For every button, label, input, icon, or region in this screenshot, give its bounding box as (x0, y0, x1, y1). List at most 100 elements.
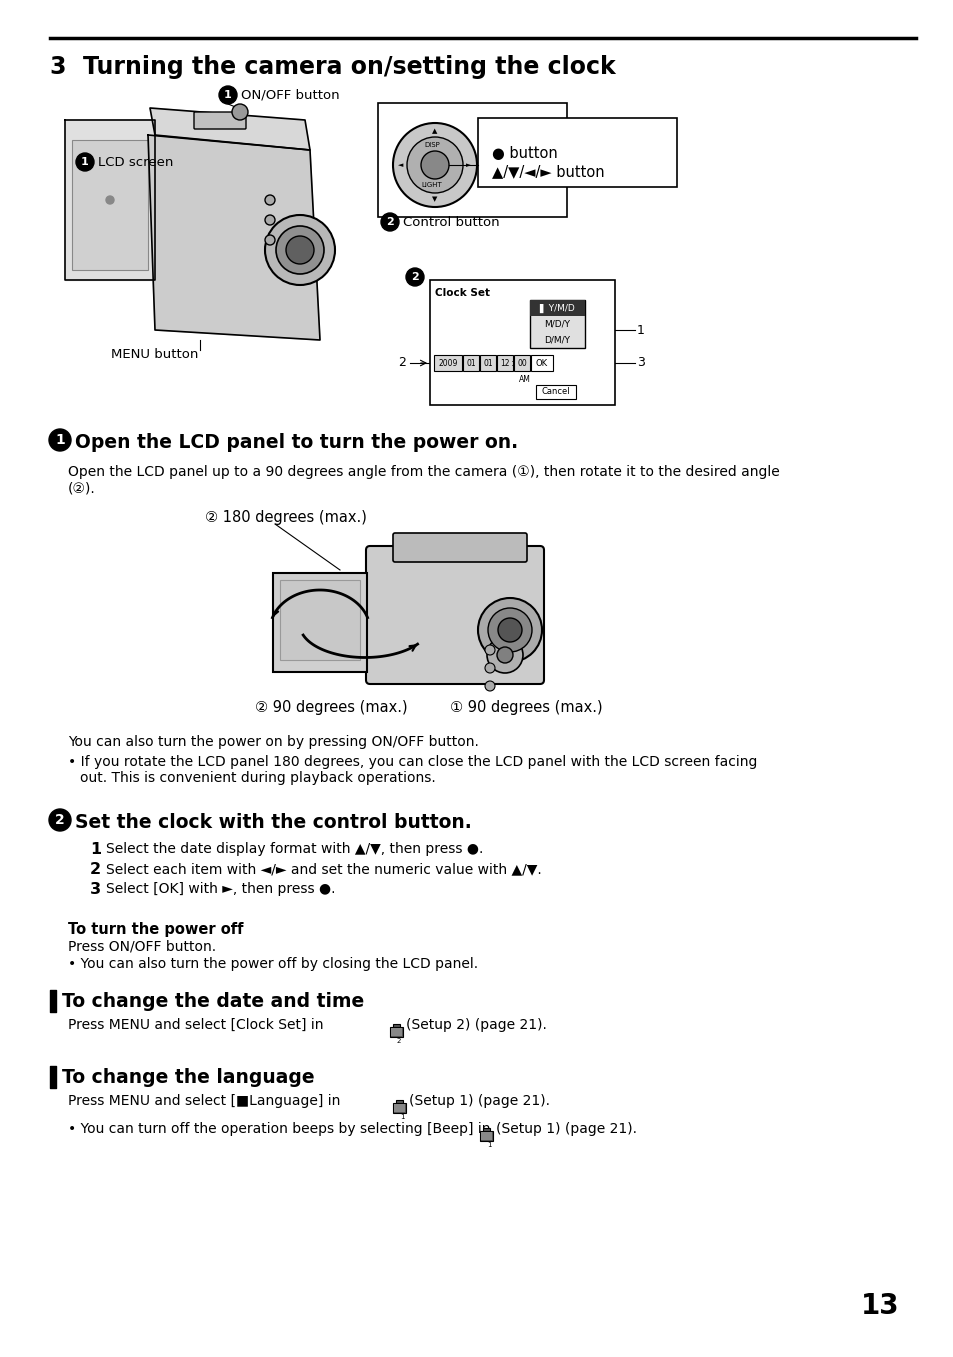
FancyBboxPatch shape (536, 385, 576, 399)
Text: 2: 2 (386, 217, 394, 227)
FancyBboxPatch shape (394, 1105, 405, 1111)
Circle shape (380, 213, 398, 231)
Text: Select each item with ◄/► and set the numeric value with ▲/▼.: Select each item with ◄/► and set the nu… (106, 862, 541, 877)
Text: (Setup 1) (page 21).: (Setup 1) (page 21). (496, 1122, 637, 1136)
Circle shape (265, 214, 335, 285)
Circle shape (488, 608, 532, 651)
Circle shape (265, 195, 274, 205)
Circle shape (265, 214, 274, 225)
Circle shape (484, 681, 495, 691)
Text: 2: 2 (55, 813, 65, 826)
Text: Press MENU and select [■Language] in: Press MENU and select [■Language] in (68, 1094, 340, 1109)
Text: OK: OK (536, 358, 547, 368)
FancyBboxPatch shape (71, 140, 148, 270)
Text: ▲: ▲ (432, 128, 437, 134)
Text: Open the LCD panel up to a 90 degrees angle from the camera (①), then rotate it : Open the LCD panel up to a 90 degrees an… (68, 465, 779, 479)
Text: 1: 1 (486, 1143, 491, 1148)
Text: :: : (510, 358, 513, 368)
Circle shape (486, 636, 522, 673)
Polygon shape (65, 119, 154, 280)
Circle shape (286, 236, 314, 265)
Text: Press MENU and select [Clock Set] in: Press MENU and select [Clock Set] in (68, 1018, 323, 1033)
Text: ◄: ◄ (398, 161, 403, 168)
Text: AM: AM (518, 375, 531, 384)
Text: 00: 00 (517, 358, 526, 368)
FancyBboxPatch shape (434, 356, 461, 370)
FancyBboxPatch shape (530, 300, 584, 316)
Circle shape (275, 227, 324, 274)
Polygon shape (148, 134, 319, 341)
Text: (Setup 1) (page 21).: (Setup 1) (page 21). (409, 1094, 550, 1109)
Circle shape (407, 137, 462, 193)
Text: 1: 1 (224, 90, 232, 100)
Text: 1: 1 (399, 1114, 404, 1120)
Text: 2: 2 (396, 1038, 401, 1044)
FancyBboxPatch shape (430, 280, 615, 404)
Text: 01: 01 (482, 358, 493, 368)
FancyBboxPatch shape (480, 1132, 492, 1140)
Text: Cancel: Cancel (541, 388, 570, 396)
Text: 13: 13 (861, 1292, 899, 1320)
Circle shape (484, 645, 495, 655)
Circle shape (497, 647, 513, 664)
FancyBboxPatch shape (531, 356, 553, 370)
FancyBboxPatch shape (391, 1029, 401, 1035)
Text: 01: 01 (466, 358, 476, 368)
Text: Select the date display format with ▲/▼, then press ●.: Select the date display format with ▲/▼,… (106, 841, 483, 856)
Text: To turn the power off: To turn the power off (68, 921, 243, 936)
FancyBboxPatch shape (377, 103, 566, 217)
Circle shape (477, 598, 541, 662)
Text: DISP: DISP (424, 142, 439, 148)
FancyBboxPatch shape (477, 118, 677, 187)
Text: • If you rotate the LCD panel 180 degrees, you can close the LCD panel with the : • If you rotate the LCD panel 180 degree… (68, 754, 757, 769)
FancyBboxPatch shape (530, 300, 584, 347)
Text: 1: 1 (637, 323, 644, 337)
Circle shape (106, 195, 113, 204)
Circle shape (420, 151, 449, 179)
Text: 3: 3 (90, 882, 101, 897)
Text: M/D/Y: M/D/Y (544, 319, 570, 328)
FancyBboxPatch shape (514, 356, 530, 370)
FancyBboxPatch shape (497, 356, 513, 370)
FancyBboxPatch shape (393, 1025, 399, 1027)
FancyBboxPatch shape (395, 1101, 402, 1103)
Text: ►: ► (466, 161, 471, 168)
Text: 3: 3 (637, 357, 644, 369)
Text: Control button: Control button (402, 216, 499, 228)
Text: D/M/Y: D/M/Y (544, 335, 570, 345)
Text: Select [OK] with ►, then press ●.: Select [OK] with ►, then press ●. (106, 882, 335, 896)
Text: ① 90 degrees (max.): ① 90 degrees (max.) (450, 700, 602, 715)
Text: You can also turn the power on by pressing ON/OFF button.: You can also turn the power on by pressi… (68, 735, 478, 749)
FancyBboxPatch shape (273, 573, 367, 672)
Text: ▼: ▼ (432, 195, 437, 202)
FancyBboxPatch shape (462, 356, 478, 370)
Text: (②).: (②). (68, 480, 95, 495)
Text: 3  Turning the camera on/setting the clock: 3 Turning the camera on/setting the cloc… (50, 56, 615, 79)
Circle shape (49, 429, 71, 451)
Text: • You can turn off the operation beeps by selecting [Beep] in: • You can turn off the operation beeps b… (68, 1122, 490, 1136)
Circle shape (265, 235, 274, 246)
Circle shape (393, 123, 476, 208)
Text: out. This is convenient during playback operations.: out. This is convenient during playback … (80, 771, 436, 784)
FancyBboxPatch shape (280, 579, 359, 660)
Text: Open the LCD panel to turn the power on.: Open the LCD panel to turn the power on. (75, 433, 517, 452)
FancyBboxPatch shape (393, 1103, 406, 1113)
FancyBboxPatch shape (366, 546, 543, 684)
Text: 2: 2 (90, 862, 101, 877)
Text: MENU button: MENU button (112, 347, 198, 361)
Circle shape (232, 104, 248, 119)
Text: ▲/▼/◄/► button: ▲/▼/◄/► button (492, 164, 604, 179)
Text: 2: 2 (411, 271, 418, 282)
Polygon shape (150, 109, 310, 151)
FancyBboxPatch shape (479, 356, 496, 370)
Text: • You can also turn the power off by closing the LCD panel.: • You can also turn the power off by clo… (68, 957, 477, 972)
Circle shape (497, 617, 521, 642)
Text: To change the language: To change the language (62, 1068, 314, 1087)
FancyBboxPatch shape (390, 1027, 402, 1037)
FancyBboxPatch shape (482, 1128, 490, 1130)
Text: 1: 1 (90, 841, 101, 858)
Circle shape (484, 664, 495, 673)
Text: ▌ Y/M/D: ▌ Y/M/D (539, 304, 575, 312)
Text: (Setup 2) (page 21).: (Setup 2) (page 21). (406, 1018, 546, 1033)
Text: 1: 1 (81, 157, 89, 167)
